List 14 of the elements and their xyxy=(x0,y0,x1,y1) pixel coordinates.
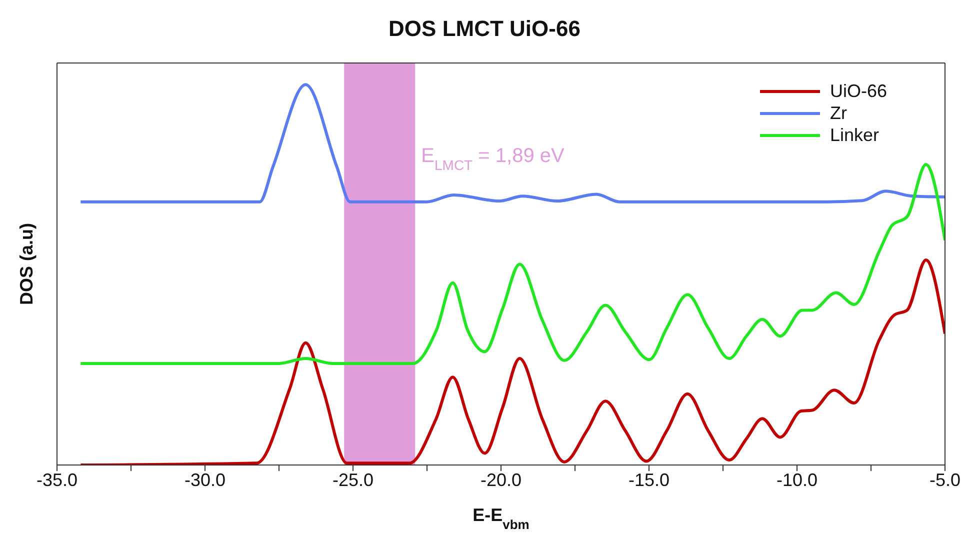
x-tick-label: -20.0 xyxy=(480,470,522,490)
band-label: E$_{LMCT}$ = 1,89 eV xyxy=(421,145,566,173)
x-tick-label: -25.0 xyxy=(332,470,374,490)
x-tick-label: -35.0 xyxy=(36,470,78,490)
x-tick-label: -5.0 xyxy=(929,470,961,490)
x-tick-label: -10.0 xyxy=(776,470,818,490)
legend-label: Linker xyxy=(830,124,880,146)
legend-label: Zr xyxy=(830,102,848,124)
legend-label: UiO-66 xyxy=(830,80,888,102)
x-tick-label: -15.0 xyxy=(628,470,670,490)
x-axis-title: E-E$_{vbm}$ xyxy=(472,505,530,532)
chart-title: DOS LMCT UiO-66 xyxy=(388,16,582,42)
x-tick-label: -30.0 xyxy=(184,470,226,490)
y-axis-title: DOS (a.u) xyxy=(16,222,36,306)
